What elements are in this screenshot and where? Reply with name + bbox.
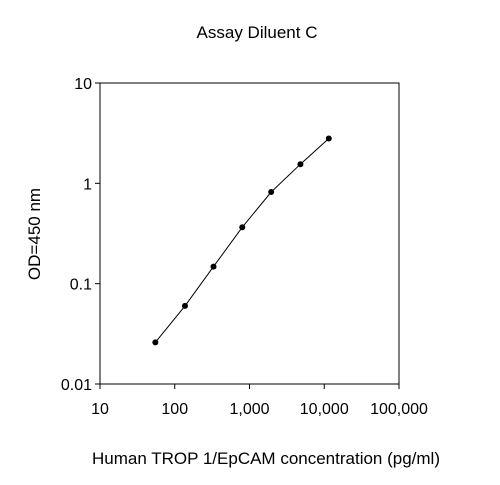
data-point	[297, 161, 304, 168]
x-tick-label: 1,000	[229, 401, 269, 418]
x-tick-labels: 10 100 1,000 10,000 100,000	[91, 401, 428, 418]
data-point	[268, 188, 275, 195]
x-tick-label: 100,000	[370, 401, 428, 418]
y-ticks	[95, 82, 100, 385]
x-axis-label: Human TROP 1/EpCAM concentration (pg/ml)	[92, 449, 440, 468]
y-tick-label: 1	[83, 176, 92, 193]
plot-frame	[99, 82, 400, 385]
series-layer	[152, 135, 332, 346]
data-point	[181, 302, 188, 309]
y-tick-label: 0.01	[61, 377, 92, 394]
y-axis-label: OD=450 nm	[25, 188, 44, 280]
x-tick-label: 10,000	[300, 401, 349, 418]
x-tick-label: 10	[91, 401, 109, 418]
data-point	[239, 224, 246, 231]
data-point	[325, 135, 332, 142]
series-line	[154, 138, 330, 343]
y-tick-label: 10	[74, 76, 92, 93]
data-point	[210, 263, 217, 270]
data-point	[152, 339, 159, 346]
x-ticks	[99, 384, 400, 389]
y-tick-labels: 10 1 0.1 0.01	[61, 76, 92, 394]
x-tick-label: 100	[161, 401, 188, 418]
chart-title: Assay Diluent C	[197, 23, 318, 42]
y-tick-label: 0.1	[70, 277, 92, 294]
